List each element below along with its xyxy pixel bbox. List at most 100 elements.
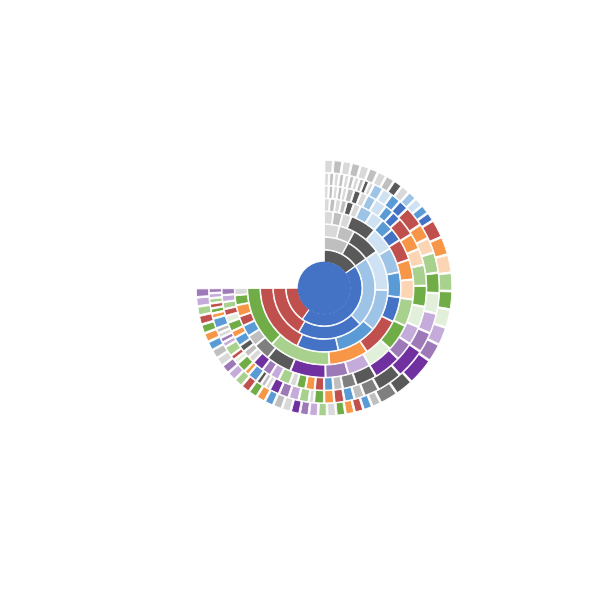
Wedge shape (413, 286, 426, 306)
Wedge shape (385, 213, 399, 227)
Wedge shape (353, 366, 375, 384)
Wedge shape (328, 403, 335, 416)
Wedge shape (417, 239, 433, 256)
Wedge shape (258, 387, 270, 401)
Wedge shape (385, 196, 399, 210)
Wedge shape (235, 353, 246, 363)
Wedge shape (210, 298, 222, 302)
Wedge shape (370, 200, 385, 216)
Wedge shape (341, 188, 347, 200)
Wedge shape (389, 241, 409, 263)
Wedge shape (261, 288, 302, 345)
Wedge shape (283, 397, 293, 411)
Wedge shape (364, 290, 388, 329)
Wedge shape (363, 196, 375, 211)
Wedge shape (248, 289, 280, 343)
Wedge shape (383, 230, 399, 246)
Wedge shape (357, 193, 367, 206)
Wedge shape (365, 183, 373, 195)
Wedge shape (337, 227, 353, 243)
Wedge shape (301, 401, 309, 415)
Wedge shape (392, 202, 407, 216)
Wedge shape (368, 392, 380, 406)
Wedge shape (219, 329, 231, 337)
Wedge shape (419, 311, 436, 333)
Wedge shape (361, 181, 368, 193)
Wedge shape (268, 348, 295, 371)
Wedge shape (214, 316, 228, 328)
Wedge shape (274, 394, 285, 408)
Wedge shape (434, 308, 450, 327)
Wedge shape (319, 403, 326, 416)
Wedge shape (335, 200, 341, 212)
Wedge shape (343, 244, 365, 266)
Wedge shape (273, 335, 329, 364)
Wedge shape (352, 177, 359, 190)
Wedge shape (300, 388, 310, 402)
Wedge shape (379, 249, 399, 274)
Wedge shape (198, 305, 211, 315)
Wedge shape (347, 217, 374, 240)
Wedge shape (353, 398, 363, 412)
Wedge shape (379, 207, 392, 221)
Wedge shape (364, 341, 389, 365)
Wedge shape (246, 363, 256, 374)
Wedge shape (426, 273, 439, 292)
Wedge shape (210, 294, 222, 298)
Wedge shape (428, 324, 445, 344)
Wedge shape (297, 375, 307, 388)
Wedge shape (334, 174, 338, 186)
Wedge shape (341, 162, 351, 175)
Wedge shape (333, 377, 342, 390)
Wedge shape (306, 377, 315, 390)
Wedge shape (395, 187, 408, 201)
Wedge shape (361, 396, 371, 409)
Wedge shape (418, 213, 432, 227)
Wedge shape (373, 366, 399, 389)
Wedge shape (221, 333, 233, 342)
Wedge shape (279, 369, 293, 384)
Wedge shape (235, 332, 250, 345)
Wedge shape (344, 202, 353, 215)
Wedge shape (343, 175, 349, 188)
Wedge shape (218, 352, 232, 365)
Wedge shape (249, 330, 265, 345)
Wedge shape (326, 362, 348, 377)
Wedge shape (310, 390, 314, 403)
Wedge shape (249, 349, 262, 361)
Wedge shape (280, 383, 292, 397)
Wedge shape (423, 221, 441, 241)
Wedge shape (407, 199, 421, 213)
Wedge shape (244, 345, 257, 356)
Wedge shape (228, 319, 243, 331)
Wedge shape (338, 174, 344, 187)
Wedge shape (431, 238, 447, 257)
Wedge shape (208, 337, 223, 349)
Wedge shape (289, 386, 301, 400)
Wedge shape (388, 181, 401, 196)
Wedge shape (290, 373, 299, 386)
Wedge shape (400, 323, 418, 343)
Wedge shape (391, 220, 410, 240)
Wedge shape (407, 305, 424, 326)
Wedge shape (240, 339, 253, 351)
Wedge shape (347, 176, 354, 189)
Wedge shape (232, 349, 243, 359)
Wedge shape (344, 400, 354, 414)
Wedge shape (223, 359, 237, 372)
Wedge shape (329, 342, 367, 364)
Wedge shape (225, 307, 237, 315)
Circle shape (298, 262, 350, 314)
Wedge shape (336, 402, 345, 415)
Wedge shape (274, 288, 305, 331)
Wedge shape (302, 267, 362, 326)
Wedge shape (401, 280, 413, 299)
Wedge shape (223, 337, 235, 346)
Wedge shape (329, 186, 333, 199)
Wedge shape (270, 379, 283, 393)
Wedge shape (351, 191, 361, 204)
Wedge shape (334, 389, 344, 403)
Wedge shape (292, 400, 301, 413)
Wedge shape (209, 289, 222, 292)
Wedge shape (361, 317, 392, 351)
